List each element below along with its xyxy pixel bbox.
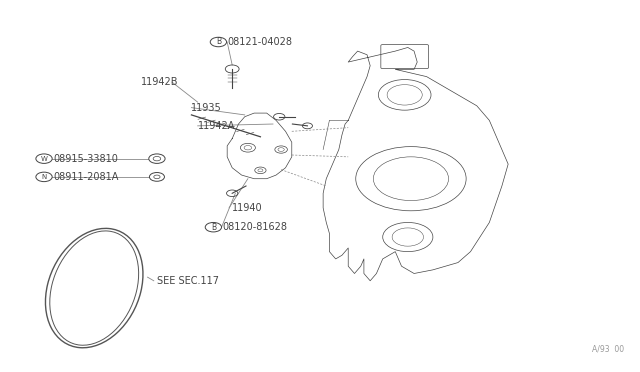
Text: SEE SEC.117: SEE SEC.117 bbox=[157, 276, 219, 286]
Text: 11942B: 11942B bbox=[141, 77, 179, 87]
Text: W: W bbox=[40, 155, 47, 162]
Text: 08911-2081A: 08911-2081A bbox=[54, 172, 119, 182]
Text: N: N bbox=[42, 174, 47, 180]
Text: 11940: 11940 bbox=[232, 203, 263, 213]
Text: 11935: 11935 bbox=[191, 103, 222, 113]
Text: B: B bbox=[211, 223, 216, 232]
Text: 08915-33810: 08915-33810 bbox=[54, 154, 118, 164]
Text: B: B bbox=[216, 38, 221, 46]
Text: 08120-81628: 08120-81628 bbox=[222, 222, 287, 232]
Text: A/93  00: A/93 00 bbox=[592, 345, 624, 354]
Text: 08121-04028: 08121-04028 bbox=[227, 37, 292, 47]
Text: 11942A: 11942A bbox=[198, 121, 235, 131]
